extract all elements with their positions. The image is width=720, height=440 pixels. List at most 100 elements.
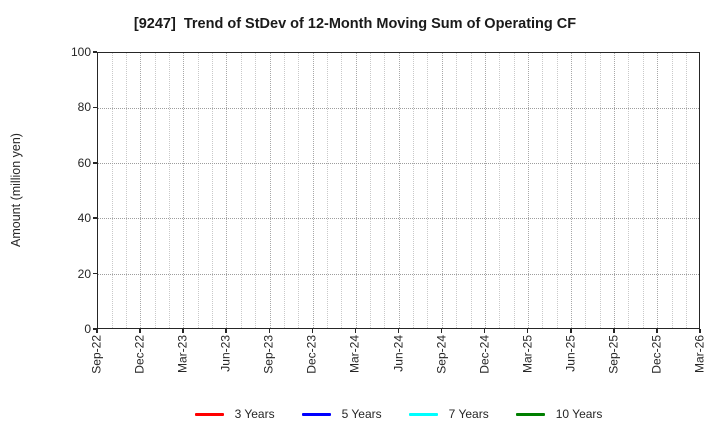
x-tick-mark xyxy=(225,329,227,333)
vertical-gridline xyxy=(197,53,199,328)
vertical-gridline xyxy=(398,53,400,328)
vertical-gridline xyxy=(298,53,300,328)
vertical-gridline xyxy=(326,53,328,328)
vertical-gridline xyxy=(212,53,214,328)
x-tick-mark xyxy=(397,329,400,333)
legend-line-swatch xyxy=(194,412,224,416)
y-tick-label: 20 xyxy=(77,266,91,281)
vertical-gridline xyxy=(513,53,515,328)
vertical-gridline xyxy=(355,53,357,328)
plot-area xyxy=(97,52,700,329)
vertical-gridline xyxy=(671,53,673,328)
y-tick-mark xyxy=(93,217,97,219)
x-tick-label: Mar-24 xyxy=(347,335,362,374)
x-tick-label: Dec-22 xyxy=(132,335,147,374)
y-tick-label: 80 xyxy=(77,100,91,115)
legend-item: 5 Years xyxy=(301,407,382,421)
horizontal-gridline xyxy=(98,163,699,165)
x-tick-mark xyxy=(656,329,658,333)
legend-item: 10 Years xyxy=(515,407,603,421)
x-tick-label: Sep-23 xyxy=(261,335,276,374)
vertical-gridline xyxy=(269,53,271,328)
x-tick-mark xyxy=(182,329,184,333)
x-tick-mark xyxy=(570,329,572,333)
x-tick-mark xyxy=(526,329,529,333)
vertical-gridline xyxy=(585,53,587,328)
vertical-gridline xyxy=(255,53,257,328)
vertical-gridline xyxy=(413,53,415,328)
vertical-gridline xyxy=(642,53,644,328)
y-tick-mark xyxy=(93,272,97,275)
vertical-gridline xyxy=(571,53,573,328)
x-tick-mark xyxy=(483,329,486,333)
vertical-gridline xyxy=(470,53,472,328)
x-tick-mark xyxy=(311,329,314,333)
vertical-gridline xyxy=(183,53,185,328)
legend-item: 7 Years xyxy=(408,407,489,421)
x-tick-mark xyxy=(268,329,271,333)
vertical-gridline xyxy=(427,53,429,328)
vertical-gridline xyxy=(456,53,458,328)
horizontal-gridline xyxy=(98,107,699,109)
y-tick-mark xyxy=(93,106,97,109)
x-tick-label: Jun-23 xyxy=(218,335,233,372)
vertical-gridline xyxy=(484,53,486,328)
y-tick-mark xyxy=(93,328,97,330)
x-tick-mark xyxy=(139,329,141,333)
vertical-gridline xyxy=(169,53,171,328)
x-tick-label: Jun-24 xyxy=(391,335,405,372)
x-tick-label: Dec-24 xyxy=(477,335,492,374)
vertical-gridline xyxy=(527,53,529,328)
y-tick-label: 100 xyxy=(70,45,91,59)
chart-title: [9247] Trend of StDev of 12-Month Moving… xyxy=(133,16,577,32)
y-tick-label: 40 xyxy=(77,211,91,226)
vertical-gridline xyxy=(441,53,443,328)
x-tick-mark xyxy=(699,329,701,333)
horizontal-gridline xyxy=(98,273,699,275)
x-tick-label: Jun-25 xyxy=(563,335,578,372)
vertical-gridline xyxy=(154,53,156,328)
x-tick-label: Sep-24 xyxy=(434,335,449,374)
vertical-gridline xyxy=(312,53,314,328)
x-tick-mark xyxy=(354,329,357,333)
x-tick-mark xyxy=(440,329,443,333)
legend: 3 Years 5 Years 7 Years 10 Years xyxy=(97,404,700,424)
x-tick-label: Mar-23 xyxy=(175,335,190,374)
vertical-gridline xyxy=(384,53,386,328)
legend-line-swatch xyxy=(408,412,438,416)
vertical-gridline xyxy=(283,53,285,328)
vertical-gridline xyxy=(240,53,242,328)
vertical-gridline xyxy=(226,53,228,328)
legend-series-label: 10 Years xyxy=(555,407,603,421)
legend-series-label: 7 Years xyxy=(448,407,489,421)
vertical-gridline xyxy=(614,53,616,328)
vertical-gridline xyxy=(341,53,343,328)
x-tick-mark xyxy=(96,329,98,333)
y-tick-label: 0 xyxy=(84,322,91,336)
x-tick-mark xyxy=(613,329,615,333)
horizontal-gridline xyxy=(98,218,699,220)
y-tick-mark xyxy=(93,51,97,53)
vertical-gridline xyxy=(556,53,558,328)
y-tick-mark xyxy=(93,162,97,164)
y-tick-label: 60 xyxy=(77,155,91,170)
legend-line-swatch xyxy=(515,412,545,416)
x-tick-label: Dec-25 xyxy=(649,335,664,374)
x-tick-label: Mar-25 xyxy=(520,335,535,374)
vertical-gridline xyxy=(542,53,544,328)
y-axis-label: Amount (million yen) xyxy=(9,133,23,247)
vertical-gridline xyxy=(599,53,601,328)
legend-line-swatch xyxy=(301,412,331,416)
x-tick-label: Mar-26 xyxy=(692,335,707,374)
vertical-gridline xyxy=(125,53,127,328)
vertical-gridline xyxy=(628,53,630,328)
legend-item: 3 Years xyxy=(194,407,275,421)
vertical-gridline xyxy=(370,53,372,328)
vertical-gridline xyxy=(499,53,501,328)
x-tick-label: Dec-23 xyxy=(304,335,319,374)
vertical-gridline xyxy=(685,53,687,328)
legend-series-label: 3 Years xyxy=(234,407,275,421)
vertical-gridline xyxy=(657,53,659,328)
x-tick-label: Sep-25 xyxy=(606,335,621,374)
